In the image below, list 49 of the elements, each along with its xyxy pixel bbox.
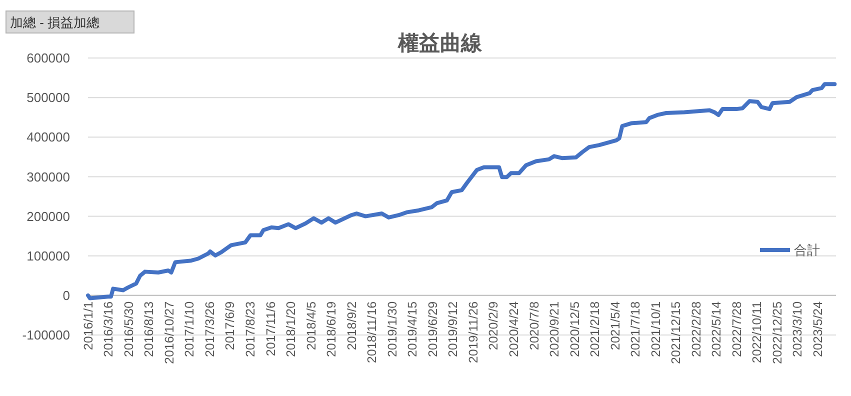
x-tick-label: 2022/7/28 bbox=[730, 301, 744, 358]
x-tick-label: 2019/6/29 bbox=[426, 301, 440, 358]
y-tick-label: 500000 bbox=[26, 90, 70, 106]
x-tick-label: 2022/2/28 bbox=[689, 301, 704, 358]
x-tick-label: 2018/6/19 bbox=[324, 301, 339, 358]
y-tick-label: -100000 bbox=[22, 328, 70, 343]
x-tick-label: 2018/9/2 bbox=[344, 301, 359, 350]
legend-label: 合計 bbox=[794, 242, 820, 258]
x-tick-label: 2017/1/10 bbox=[182, 301, 197, 358]
x-tick-label: 2016/5/30 bbox=[122, 301, 136, 358]
x-tick-label: 2018/11/16 bbox=[365, 301, 380, 364]
x-tick-label: 2016/10/27 bbox=[162, 301, 176, 364]
x-tick-label: 2017/3/26 bbox=[202, 301, 217, 358]
x-tick-label: 2023/3/10 bbox=[790, 301, 805, 358]
x-tick-label: 2021/7/18 bbox=[628, 301, 643, 358]
x-tick-label: 2022/10/11 bbox=[750, 301, 764, 364]
x-tick-label: 2021/5/4 bbox=[608, 301, 622, 350]
x-tick-label: 2021/10/1 bbox=[648, 301, 663, 358]
y-tick-label: 100000 bbox=[26, 248, 70, 264]
line-series bbox=[86, 82, 837, 300]
x-tick-label: 2019/1/30 bbox=[385, 301, 400, 358]
x-tick-label: 2016/8/13 bbox=[142, 301, 156, 358]
x-tick-label: 2020/12/5 bbox=[568, 301, 582, 358]
x-tick-label: 2023/5/24 bbox=[811, 301, 825, 358]
x-tick-label: 2019/11/26 bbox=[466, 301, 480, 364]
y-tick-label: 0 bbox=[62, 288, 70, 303]
x-tick-label: 2020/2/9 bbox=[486, 301, 501, 350]
y-tick-label: 300000 bbox=[26, 169, 70, 184]
x-tick-label: 2022/5/14 bbox=[710, 301, 724, 358]
x-tick-label: 2019/9/12 bbox=[446, 301, 460, 358]
x-tick-label: 2017/11/6 bbox=[264, 301, 278, 356]
x-tick-label: 2021/12/15 bbox=[669, 301, 684, 364]
x-tick-label: 2018/1/20 bbox=[284, 301, 298, 358]
x-tick-label: 2022/12/25 bbox=[770, 301, 784, 364]
x-tick-label: 2021/2/18 bbox=[588, 301, 602, 358]
x-tick-label: 2017/8/23 bbox=[244, 301, 258, 358]
x-tick-label: 2016/1/1 bbox=[81, 301, 96, 350]
chart-title: 權益曲線 bbox=[397, 32, 483, 55]
x-tick-label: 2017/6/9 bbox=[223, 301, 238, 350]
text: 加總 - 損益加總 bbox=[10, 15, 100, 30]
x-tick-label: 2020/7/8 bbox=[527, 301, 542, 350]
x-tick-label: 2016/3/16 bbox=[102, 301, 116, 358]
y-tick-label: 200000 bbox=[26, 208, 70, 224]
x-tick-label: 2020/4/24 bbox=[506, 301, 521, 358]
x-tick-label: 2019/4/15 bbox=[406, 301, 420, 358]
x-tick-label: 2018/4/5 bbox=[304, 301, 318, 350]
y-tick-label: 600000 bbox=[26, 50, 70, 66]
x-tick-label: 2020/9/21 bbox=[548, 301, 562, 358]
y-tick-label: 400000 bbox=[26, 130, 70, 145]
